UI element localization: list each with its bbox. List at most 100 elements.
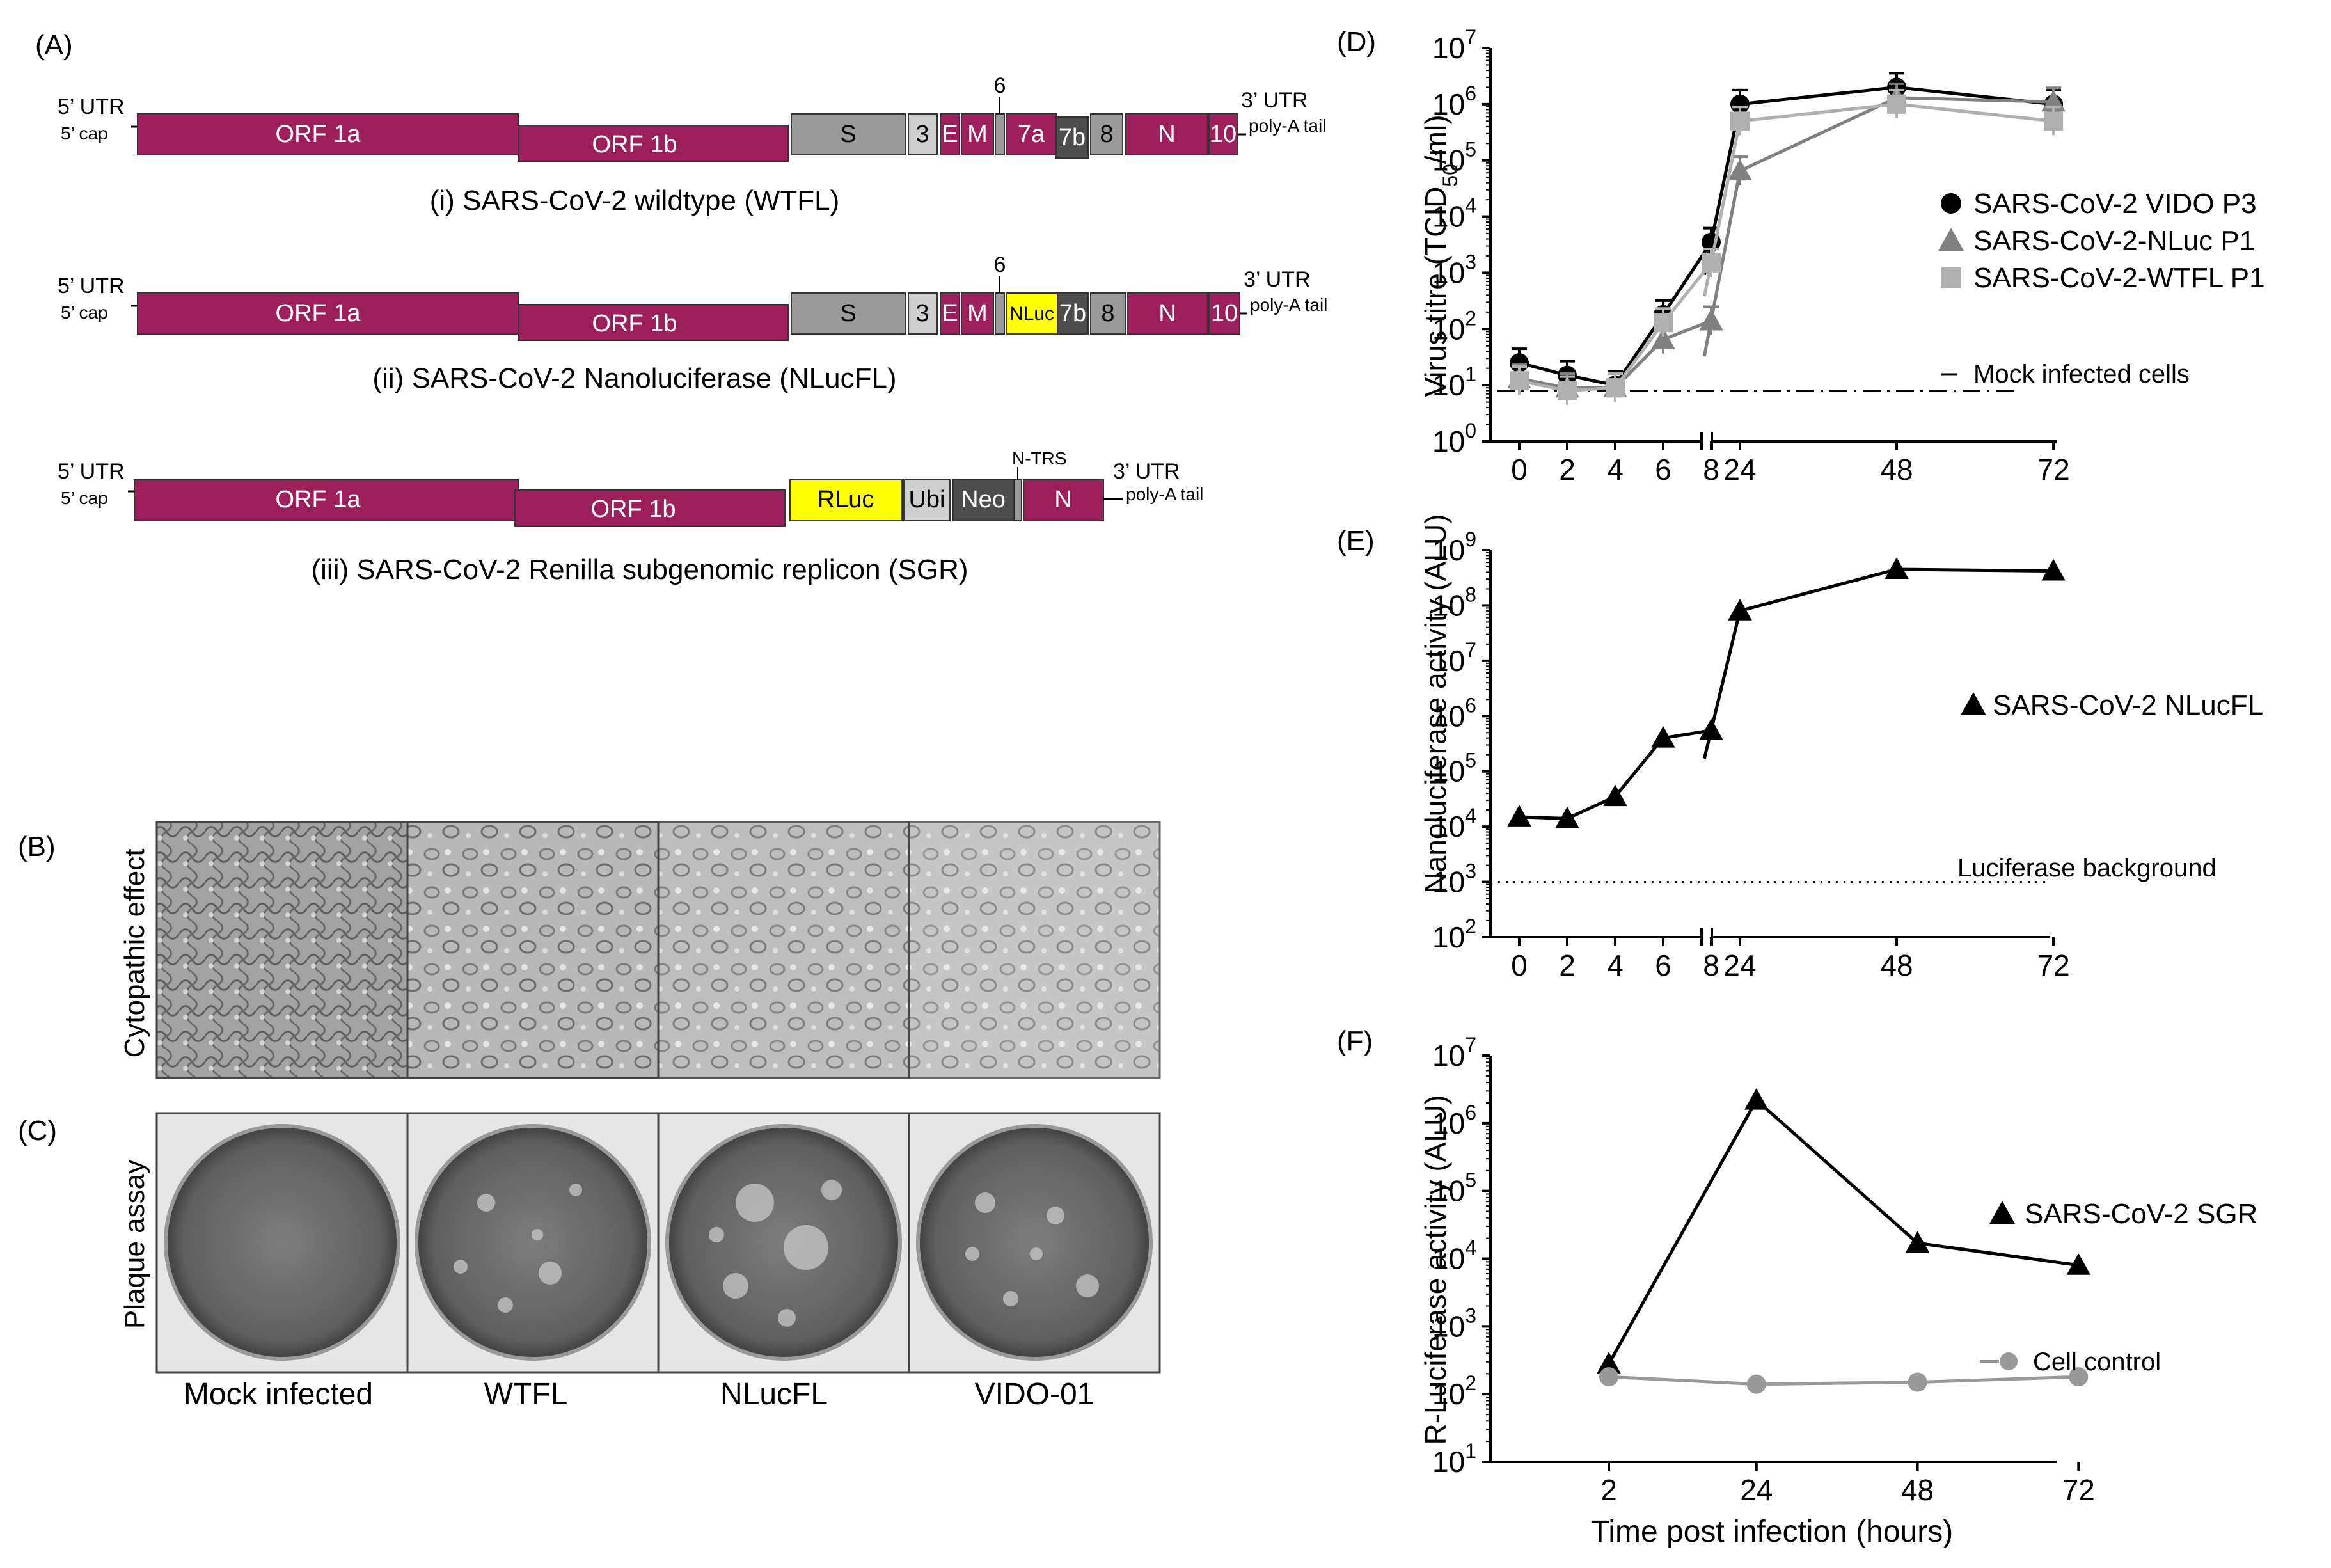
x-tick-label: 2 bbox=[1559, 453, 1576, 486]
panel-label-a: (A) bbox=[35, 29, 73, 61]
ntrs-block bbox=[1013, 479, 1022, 521]
x-tick-label: 24 bbox=[1723, 453, 1756, 486]
y-tick-label: 107 bbox=[1432, 1033, 1476, 1072]
legend-marker bbox=[1961, 692, 1986, 715]
y-tick-exponent: 1 bbox=[1465, 363, 1476, 386]
s-block bbox=[791, 113, 906, 155]
cpe-image-vido bbox=[908, 821, 1161, 1079]
image-column-labels: Mock infected WTFL NLucFL VIDO-01 bbox=[184, 1377, 1094, 1411]
genome-caption-sgr: (iii) SARS-CoV-2 Renilla subgenomic repl… bbox=[311, 554, 968, 585]
y-tick-exponent: 4 bbox=[1465, 804, 1476, 827]
legend-marker bbox=[1941, 267, 1961, 288]
y-tick-label: 107 bbox=[1432, 26, 1476, 65]
series-line bbox=[1707, 170, 1742, 333]
plaque-images bbox=[155, 1112, 1161, 1374]
legend-label: SARS-CoV-2-WTFL P1 bbox=[1973, 262, 2265, 294]
x-tick-label: 48 bbox=[1880, 949, 1913, 982]
n-label: N bbox=[1054, 486, 1071, 513]
data-point bbox=[2044, 111, 2064, 131]
orf1b-block bbox=[518, 304, 789, 341]
orf1a-label: ORF 1a bbox=[275, 300, 361, 327]
cap5-label: 5’ cap bbox=[61, 488, 108, 508]
y-tick-exponent: 2 bbox=[1465, 915, 1476, 938]
orf7b-block bbox=[1057, 292, 1089, 335]
data-point bbox=[1730, 111, 1750, 131]
data-point bbox=[2041, 558, 2066, 581]
y-tick-label: 102 bbox=[1432, 306, 1476, 345]
d-y-axis-label: Virus titre (TCID50/ml) bbox=[1419, 115, 1462, 397]
plaque-spots bbox=[454, 1180, 1099, 1327]
utr5-label: 5’ UTR bbox=[58, 95, 125, 119]
plaque-well-wtfl bbox=[415, 1124, 651, 1361]
polya-label: poly-A tail bbox=[1250, 295, 1327, 315]
s-block bbox=[791, 292, 906, 335]
y-tick-label: 101 bbox=[1432, 363, 1476, 402]
utr3-label: 3’ UTR bbox=[1241, 88, 1308, 113]
orf1b-block bbox=[518, 125, 789, 162]
m-label: M bbox=[967, 300, 988, 327]
orf3-label: 3 bbox=[915, 121, 929, 148]
orf3-block bbox=[908, 113, 938, 155]
polya-label: poly-A tail bbox=[1126, 484, 1203, 504]
cap5-label: 5’ cap bbox=[61, 303, 108, 322]
e-label: E bbox=[942, 300, 958, 327]
orf1a-label: ORF 1a bbox=[275, 486, 361, 513]
ntrs-label: N-TRS bbox=[1012, 448, 1067, 468]
plaque-well-mock bbox=[164, 1124, 400, 1361]
e-y-axis-label: Nanoluciferase activity (ALU) bbox=[1419, 514, 1452, 893]
cpe-label: Cytopathic effect bbox=[119, 849, 150, 1058]
y-tick-exponent: 3 bbox=[1465, 1304, 1476, 1327]
plaque-well-vido bbox=[916, 1124, 1153, 1361]
orf1a-block bbox=[134, 479, 519, 521]
x-tick-label: 72 bbox=[2062, 1473, 2095, 1507]
n-block bbox=[1023, 479, 1104, 521]
series-line bbox=[1917, 1241, 2079, 1267]
x-tick-label: 6 bbox=[1655, 453, 1671, 486]
orf1a-block bbox=[137, 292, 519, 335]
genome-caption-nlucfl: (ii) SARS-CoV-2 Nanoluciferase (NLucFL) bbox=[372, 363, 896, 394]
orf10-block bbox=[1208, 113, 1238, 155]
series-line bbox=[1613, 321, 1665, 389]
orf6-block bbox=[995, 292, 1005, 335]
y-tick-label: 109 bbox=[1432, 528, 1476, 567]
orf7b-label: 7b bbox=[1059, 300, 1086, 327]
orf6-block bbox=[995, 113, 1005, 155]
y-tick-label: 104 bbox=[1432, 1237, 1476, 1276]
data-point bbox=[1603, 784, 1627, 807]
rluc-block bbox=[789, 479, 903, 521]
series-line bbox=[1662, 262, 1712, 324]
y-tick-label: 102 bbox=[1432, 1372, 1476, 1411]
m-label: M bbox=[967, 121, 988, 148]
utr3-label: 3’ UTR bbox=[1113, 459, 1180, 484]
orf6-label: 6 bbox=[994, 74, 1006, 98]
n-block bbox=[1127, 292, 1208, 335]
series-line bbox=[1755, 1098, 1919, 1244]
series-line bbox=[1739, 96, 1898, 173]
m-block bbox=[961, 292, 994, 335]
y-tick-label: 107 bbox=[1432, 638, 1476, 677]
rluc-label: RLuc bbox=[818, 486, 874, 513]
utr5-label: 5’ UTR bbox=[58, 459, 125, 484]
y-tick-label: 104 bbox=[1432, 194, 1476, 234]
d-ylabel-post: /ml) bbox=[1419, 115, 1452, 164]
e-block bbox=[940, 292, 960, 335]
series-line bbox=[1739, 102, 1897, 123]
series-line bbox=[1607, 1099, 1758, 1365]
d-mock-label: Mock infected cells bbox=[1973, 360, 2190, 388]
n-label: N bbox=[1158, 300, 1176, 327]
series-line bbox=[1896, 96, 2054, 104]
e-block bbox=[940, 113, 960, 155]
x-tick-label: 48 bbox=[1880, 453, 1913, 486]
x-tick-label: 24 bbox=[1740, 1473, 1773, 1507]
neo-label: Neo bbox=[961, 486, 1006, 513]
orf1b-label: ORF 1b bbox=[592, 310, 677, 337]
data-point bbox=[1510, 371, 1529, 391]
orf3-label: 3 bbox=[915, 300, 929, 327]
x-tick-label: 48 bbox=[1901, 1473, 1934, 1507]
orf8-block bbox=[1090, 292, 1126, 335]
orf3-block bbox=[908, 292, 938, 335]
data-point bbox=[1887, 94, 1907, 114]
series-line bbox=[1519, 815, 1568, 821]
